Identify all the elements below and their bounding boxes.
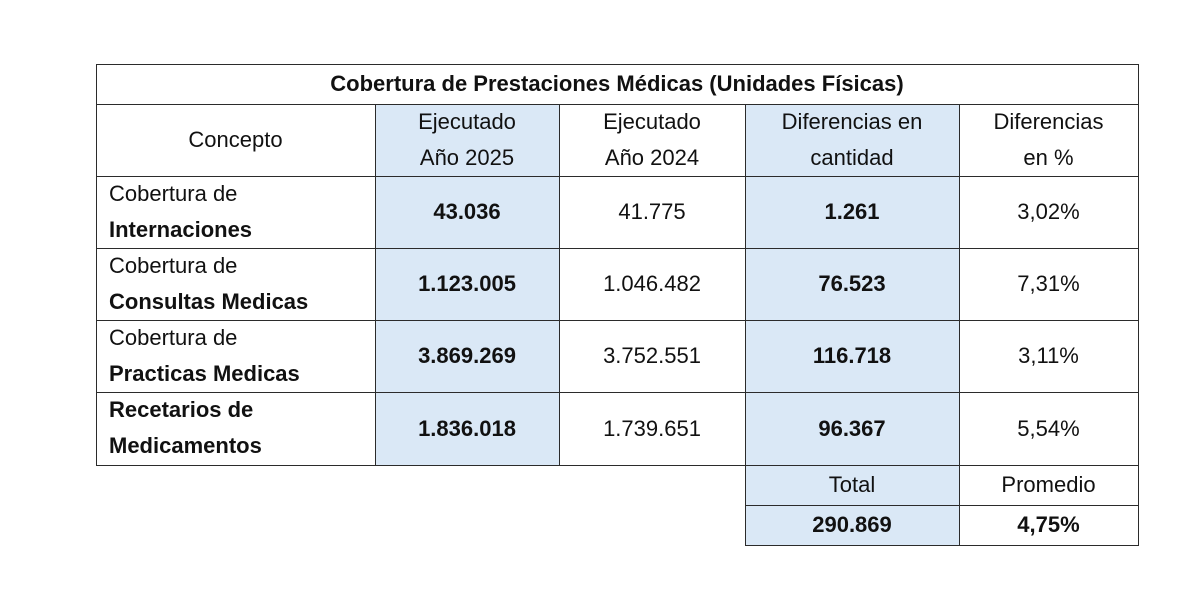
cell-porcentaje: 3,11%	[1018, 343, 1079, 368]
grid-line	[375, 104, 376, 466]
header-diferencias-cantidad-line2: cantidad	[810, 145, 894, 170]
cell-porcentaje: 3,02%	[1017, 199, 1080, 224]
grid-line	[96, 64, 97, 466]
grid-line	[96, 392, 1139, 393]
grid-line	[96, 248, 1139, 249]
header-diferencias-cantidad-line1: Diferencias en	[781, 109, 923, 134]
row-concept-line2: Consultas Medicas	[109, 289, 309, 314]
grid-line	[1138, 64, 1139, 546]
row-concept-line2: Internaciones	[109, 217, 253, 242]
total-value: 290.869	[745, 505, 959, 545]
header-diferencias-pct: Diferencias en %	[959, 104, 1138, 176]
row-concept-line1: Recetarios de	[109, 397, 254, 422]
row-concept-line2: Practicas Medicas	[109, 361, 300, 386]
row-concept: Recetarios de Medicamentos	[96, 392, 375, 465]
row-concept: Cobertura de Internaciones	[96, 176, 375, 248]
header-diferencias-pct-line2: en %	[1023, 145, 1074, 170]
row-concept-line1: Cobertura de	[109, 253, 238, 278]
total-label: Total	[745, 465, 959, 505]
promedio-label: Promedio	[1001, 472, 1096, 497]
header-concepto: Concepto	[188, 127, 283, 152]
row-concept-line2: Medicamentos	[109, 433, 262, 458]
cell-porcentaje: 5,54%	[1017, 415, 1080, 441]
grid-line	[959, 104, 960, 546]
grid-line	[96, 465, 1139, 466]
header-ejecutado-2024-line1: Ejecutado	[603, 109, 701, 134]
promedio-value: 4,75%	[1017, 512, 1080, 537]
row-concept-line1: Cobertura de	[109, 181, 238, 206]
cell-ejecutado-2025: 43.036	[375, 176, 559, 248]
header-diferencias-pct-line1: Diferencias	[993, 109, 1104, 134]
grid-line	[96, 104, 1139, 105]
cell-diferencia: 116.718	[745, 320, 959, 392]
cell-ejecutado-2024: 3.752.551	[603, 343, 701, 368]
cell-porcentaje: 7,31%	[1017, 271, 1080, 296]
header-ejecutado-2024-line2: Año 2024	[604, 145, 700, 170]
row-concept: Cobertura de Consultas Medicas	[96, 248, 375, 320]
cell-ejecutado-2025: 1.123.005	[375, 248, 559, 320]
cell-diferencia: 76.523	[745, 248, 959, 320]
cell-ejecutado-2024: 1.739.651	[603, 415, 701, 441]
header-ejecutado-2024: Ejecutado Año 2024	[559, 104, 745, 176]
grid-line	[559, 104, 560, 466]
grid-line	[745, 104, 746, 546]
grid-line	[96, 176, 1139, 177]
cell-ejecutado-2024: 41.775	[618, 199, 686, 224]
table-title: Cobertura de Prestaciones Médicas (Unida…	[330, 71, 904, 96]
row-concept-line1: Cobertura de	[109, 325, 238, 350]
cell-diferencia: 96.367	[745, 392, 959, 465]
grid-line	[96, 64, 1139, 65]
cell-ejecutado-2025: 1.836.018	[375, 392, 559, 465]
header-ejecutado-2025-line1: Ejecutado	[418, 109, 516, 134]
header-ejecutado-2025: Ejecutado Año 2025	[375, 104, 559, 176]
header-ejecutado-2025-line2: Año 2025	[419, 145, 515, 170]
row-concept: Cobertura de Practicas Medicas	[96, 320, 375, 392]
grid-line	[745, 505, 1139, 506]
cell-diferencia: 1.261	[745, 176, 959, 248]
grid-line	[96, 320, 1139, 321]
cell-ejecutado-2024: 1.046.482	[603, 271, 701, 296]
grid-line	[745, 545, 1139, 546]
cell-ejecutado-2025: 3.869.269	[375, 320, 559, 392]
header-diferencias-cantidad: Diferencias en cantidad	[745, 104, 959, 176]
